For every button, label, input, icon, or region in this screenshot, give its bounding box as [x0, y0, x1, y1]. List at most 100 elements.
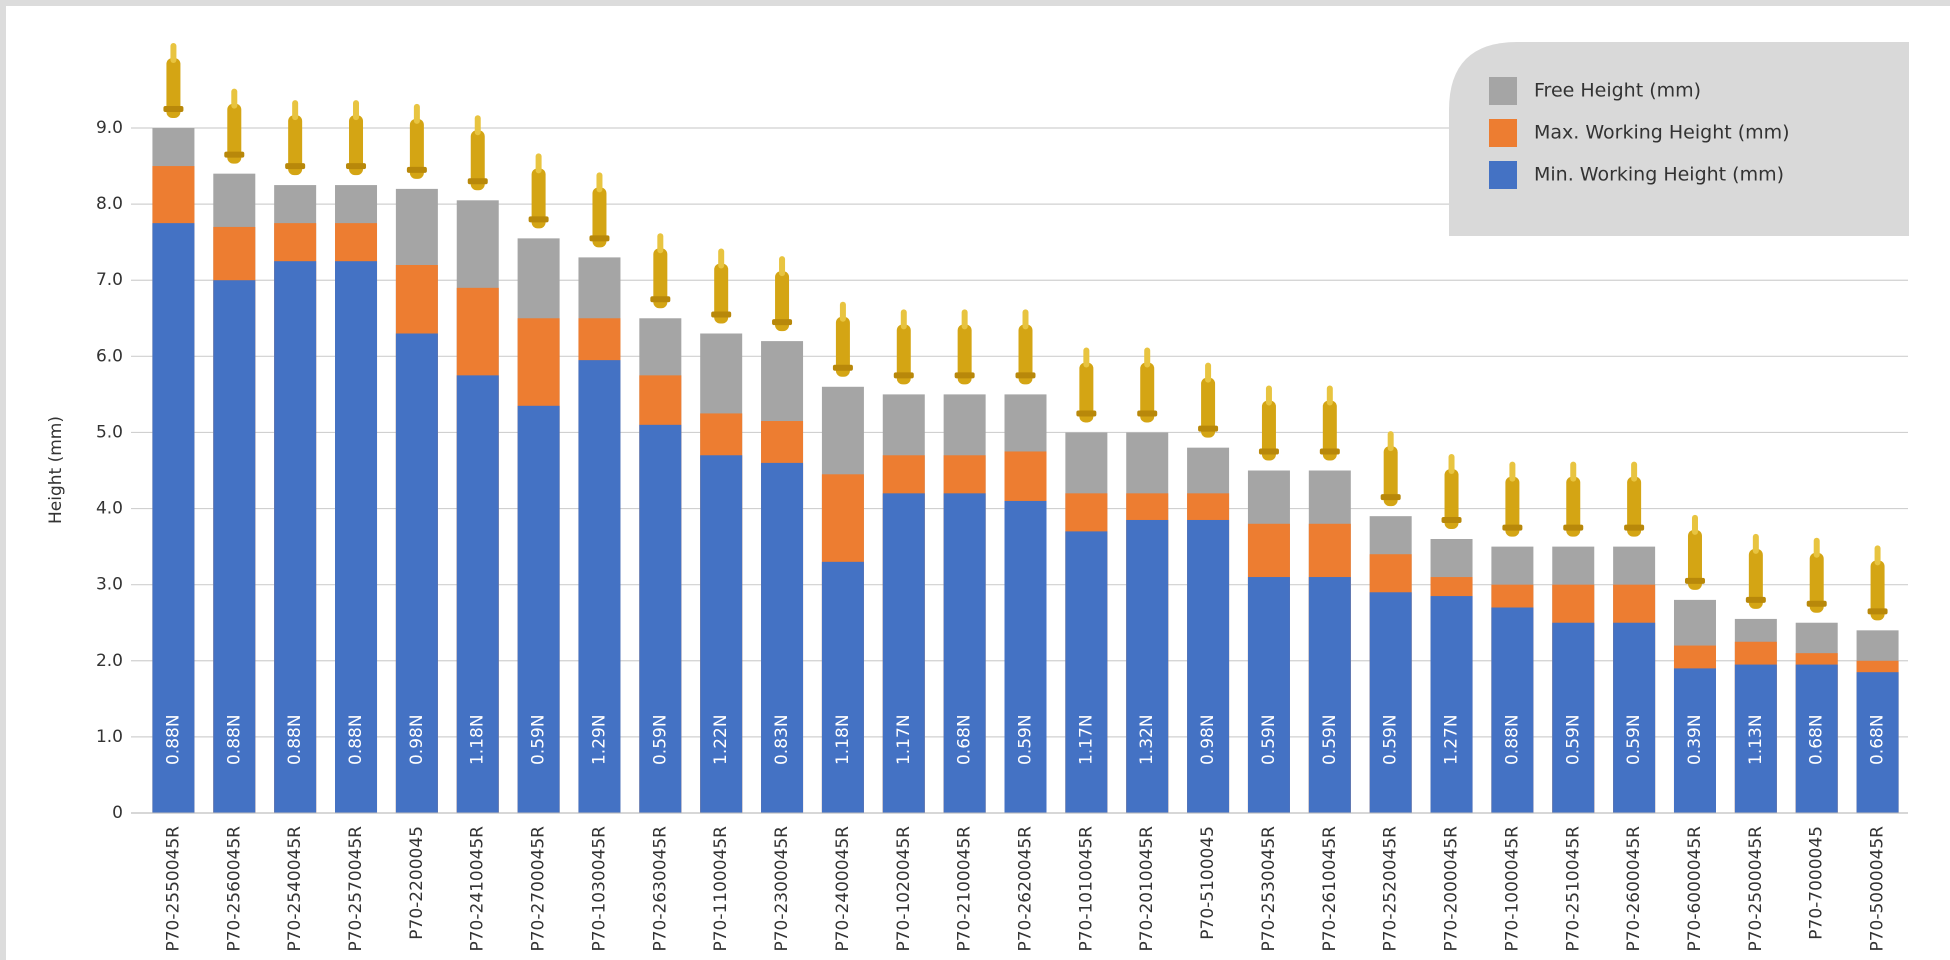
bar — [517, 405, 560, 813]
bar — [1734, 664, 1777, 813]
pin-tip — [839, 301, 846, 322]
pin-body — [1383, 446, 1398, 507]
plot-area: 0 1.0 2.0 3.0 4.0 5.0 6.0 7.0 8.0 9.0 0.88N P70-255… — [96, 43, 1908, 952]
pin-icon — [1380, 431, 1401, 507]
pin-body — [1809, 552, 1824, 613]
pin-icon — [832, 301, 853, 377]
pin-flange — [1867, 608, 1888, 615]
bar — [1491, 607, 1534, 813]
pin-body — [1627, 476, 1642, 537]
pin-icon — [1684, 514, 1705, 590]
pin-tip — [900, 309, 907, 330]
pin-body — [592, 187, 607, 248]
force-label: 0.83N — [772, 714, 792, 765]
y-axis-label: Height (mm) — [46, 416, 66, 524]
pin-icon — [1258, 385, 1279, 461]
pin-flange — [1258, 448, 1279, 455]
pin-icon — [1867, 545, 1888, 621]
pin-flange — [1745, 596, 1766, 603]
bar — [395, 333, 438, 813]
pin-flange — [1015, 372, 1036, 379]
force-label: 0.39N — [1685, 714, 1705, 765]
pin-body — [1870, 560, 1885, 621]
pin-tip — [961, 309, 968, 330]
force-label: 1.27N — [1442, 714, 1462, 765]
pin-flange — [893, 372, 914, 379]
pin-icon — [711, 248, 732, 324]
bar — [335, 261, 378, 813]
pin-tip — [1813, 537, 1820, 558]
legend-label: Free Height (mm) — [1534, 80, 1701, 102]
force-label: 0.88N — [224, 714, 244, 765]
bar — [1795, 664, 1838, 813]
pin-icon — [650, 233, 671, 309]
x-tick-label: P70-2500045R — [1746, 826, 1766, 952]
force-label: 0.88N — [285, 714, 305, 765]
pin-flange — [1502, 524, 1523, 531]
x-tick-label: P70-2530045R — [1259, 826, 1279, 952]
pin-body — [227, 103, 242, 164]
pin-flange — [1806, 600, 1827, 607]
pin-icon — [406, 103, 427, 179]
pin-tip — [1631, 461, 1638, 482]
x-tick-label: P70-2610045R — [1320, 826, 1340, 952]
x-tick-label: P70-2200045 — [407, 826, 427, 940]
bar — [274, 261, 317, 813]
bar — [152, 223, 195, 813]
x-tick-label: P70-1000045R — [1502, 826, 1522, 952]
pin-body — [349, 115, 364, 176]
pin-tip — [1205, 362, 1212, 383]
x-tick-label: P70-1020045R — [894, 826, 914, 952]
bar — [1856, 672, 1899, 813]
y-tick-label: 6.0 — [96, 346, 123, 366]
force-label: 1.29N — [589, 714, 609, 765]
x-tick-label: P70-2400045R — [833, 826, 853, 952]
x-tick-label: P70-7000045 — [1807, 826, 1827, 940]
legend: Free Height (mm) Max. Working Height (mm)… — [1489, 77, 1790, 189]
bar — [1673, 668, 1716, 813]
x-tick-label: P70-2510045R — [1563, 826, 1583, 952]
bar — [700, 455, 743, 813]
bar — [943, 493, 986, 813]
pin-tip — [1022, 309, 1029, 330]
force-label: 1.32N — [1137, 714, 1157, 765]
force-label: 1.18N — [833, 714, 853, 765]
force-label: 0.59N — [1563, 714, 1583, 765]
pin-tip — [718, 248, 725, 269]
pin-flange — [346, 163, 367, 170]
pin-icon — [893, 309, 914, 385]
force-label: 1.17N — [1076, 714, 1096, 765]
pin-body — [1201, 377, 1216, 438]
pin-tip — [779, 256, 786, 277]
pin-tip — [1326, 385, 1333, 406]
legend-box — [1449, 42, 1909, 236]
x-tick-label: P70-2570045R — [346, 826, 366, 952]
pin-icon — [224, 88, 245, 164]
pin-body — [1687, 529, 1702, 590]
x-tick-label: P70-5100045 — [1198, 826, 1218, 940]
pin-flange — [1319, 448, 1340, 455]
force-label: 1.22N — [711, 714, 731, 765]
pin-body — [835, 316, 850, 377]
pin-icon — [467, 115, 488, 191]
pin-icon — [346, 100, 367, 176]
pin-tip — [1752, 533, 1759, 554]
pin-icon — [1198, 362, 1219, 438]
force-label: 0.68N — [1868, 714, 1888, 765]
pin-icon — [1502, 461, 1523, 537]
pin-tip — [596, 172, 603, 193]
bar — [456, 375, 499, 813]
force-label: 1.17N — [894, 714, 914, 765]
pin-tip — [413, 103, 420, 124]
x-tick-label: P70-2560045R — [224, 826, 244, 952]
x-tick-label: P70-2550045R — [163, 826, 183, 952]
x-tick-label: P70-2410045R — [468, 826, 488, 952]
pin-icon — [1015, 309, 1036, 385]
pin-body — [714, 263, 729, 324]
bar — [1126, 519, 1169, 813]
bar — [882, 493, 925, 813]
bar — [213, 280, 256, 813]
pin-tip — [292, 100, 299, 121]
pin-flange — [406, 166, 427, 173]
